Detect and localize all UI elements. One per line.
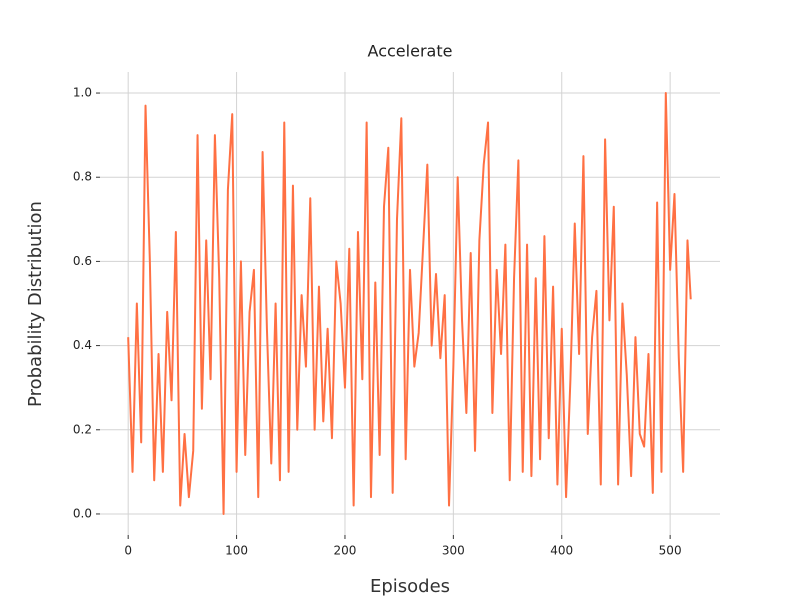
chart-title: Accelerate [368,42,453,61]
x-tick-label: 500 [659,544,682,558]
x-tick-label: 100 [225,544,248,558]
x-tick-label: 200 [334,544,357,558]
data-line [127,92,692,515]
x-tick-label: 400 [550,544,573,558]
x-tick-label: 300 [442,544,465,558]
y-tick-label: 0.4 [73,338,92,352]
y-axis-label: Probability Distribution [25,201,46,407]
y-tick-label: 0.0 [73,506,92,520]
y-tick-label: 0.8 [73,170,92,184]
x-tick-label: 0 [124,544,132,558]
x-axis-label: Episodes [370,576,450,597]
y-tick-label: 1.0 [73,86,92,100]
y-tick-label: 0.6 [73,254,92,268]
y-tick-label: 0.2 [73,422,92,436]
